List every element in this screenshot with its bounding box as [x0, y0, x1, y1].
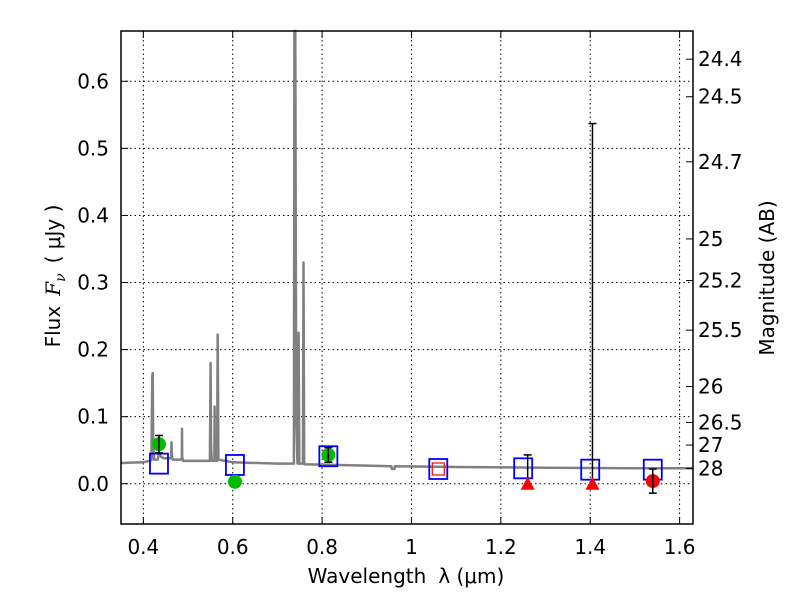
x-tick-label: 1.2: [485, 535, 517, 559]
y2-tick-label: 26: [698, 374, 723, 398]
model-spectrum-line: [120, 29, 693, 471]
y-tick-label: 0.2: [77, 338, 109, 362]
y-axis-title-symbol: F: [41, 281, 65, 297]
y-tick-label: 0.0: [77, 472, 109, 496]
y2-tick-label: 28: [698, 456, 723, 480]
x-tick-label: 0.6: [217, 535, 249, 559]
y2-tick-label: 25.5: [698, 318, 743, 342]
y2-tick-label: 25: [698, 227, 723, 251]
x-tick-label: 0.4: [127, 535, 159, 559]
y-axis-title-subscript: ν: [53, 273, 69, 282]
y-tick-label: 0.4: [77, 203, 109, 227]
x-tick-label: 1: [405, 535, 418, 559]
y2-tick-label: 24.7: [698, 150, 743, 174]
y2-tick-label: 24.4: [698, 47, 743, 71]
upper-limit-triangle: [585, 476, 600, 490]
y-axis-title-unit: ( μJy ): [41, 205, 65, 264]
spectrum-layer: [120, 29, 693, 471]
plot-frame: [120, 30, 694, 525]
y2-axis-title: Magnitude (AB): [755, 200, 779, 355]
x-axis-title: Wavelength λ (μm): [308, 564, 505, 588]
x-tick-label: 1.4: [574, 535, 606, 559]
model-band-square: [225, 454, 245, 476]
model-band-square: [428, 458, 449, 480]
y2-tick-label: 26.5: [698, 410, 743, 434]
x-axis-title-math: λ (μm): [438, 564, 504, 588]
y-tick-label: 0.5: [77, 136, 109, 160]
x-tick-label: 1.6: [664, 535, 696, 559]
observed-flux-point: [227, 474, 242, 489]
y-axis-title-text: Flux: [41, 306, 65, 348]
grid-lines: [121, 31, 693, 524]
y2-tick-label: 27: [698, 433, 723, 457]
y2-tick-label: 24.5: [698, 85, 743, 109]
model-band-square: [318, 445, 339, 468]
data-markers: [149, 122, 663, 494]
y-tick-label: 0.3: [77, 271, 109, 295]
y2-tick-label: 25.2: [698, 269, 743, 293]
y-tick-label: 0.1: [77, 405, 109, 429]
model-band-square: [580, 458, 601, 481]
y-axis-title: Flux Fν ( μJy ): [41, 205, 69, 348]
x-axis-title-text: Wavelength: [308, 564, 427, 588]
model-band-square: [513, 457, 534, 480]
y-tick-label: 0.6: [77, 69, 109, 93]
inner-band-square: [431, 462, 445, 476]
axis-ticks: 0.4 0.6 0.8 1 1.2 1.4 1.6 0.0 0.1 0.2 0.3 0.4 0.5 0.6…: [77, 31, 743, 559]
x-tick-label: 0.8: [306, 535, 338, 559]
upper-limit-triangle: [520, 476, 535, 490]
